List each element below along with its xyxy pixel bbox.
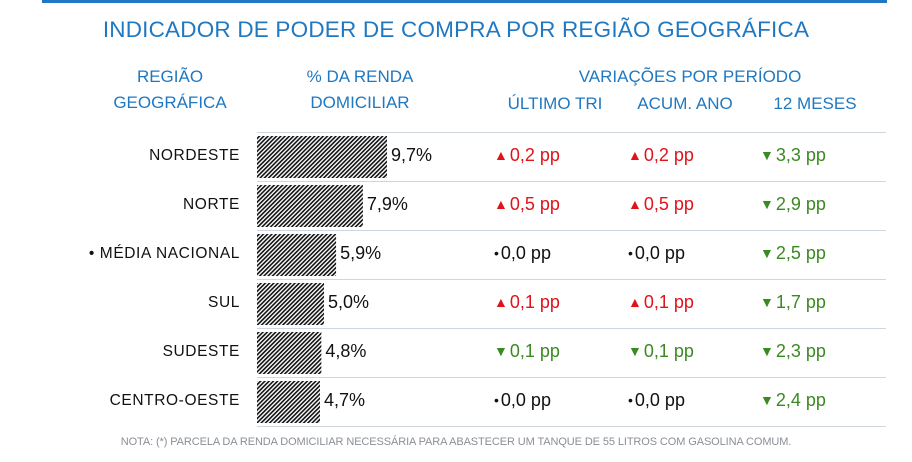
variation-value: 2,3 pp <box>775 341 826 361</box>
down-triangle-icon: ▼ <box>628 343 642 359</box>
region-label: SUDESTE <box>162 343 240 360</box>
bar-value-label: 7,9% <box>366 194 408 214</box>
variation-m12-cell: ▼ 2,3 pp <box>760 341 826 362</box>
region-label: NORTE <box>183 196 240 213</box>
bullet-icon: • <box>494 245 499 261</box>
down-triangle-icon: ▼ <box>760 294 774 310</box>
header-variations: VARIAÇÕES POR PERÍODO <box>578 67 802 86</box>
variation-value: 2,4 pp <box>775 390 826 410</box>
footnote: NOTA: (*) PARCELA DA RENDA DOMICILIAR NE… <box>120 436 792 448</box>
variation-m12-cell: ▼ 2,4 pp <box>760 390 826 411</box>
region-label: • MÉDIA NACIONAL <box>88 245 240 262</box>
top-accent-line <box>42 0 887 3</box>
chart-title: INDICADOR DE PODER DE COMPRA POR REGIÃO … <box>102 17 810 42</box>
row-separator <box>257 278 886 280</box>
header-region: REGIÃO GEOGRÁFICA <box>100 64 240 116</box>
bar <box>257 283 325 325</box>
bullet-icon: • <box>494 392 499 408</box>
header-col-quarter: ÚLTIMO TRI <box>507 94 603 113</box>
variation-value: 0,5 pp <box>643 194 694 214</box>
down-triangle-icon: ▼ <box>760 343 774 359</box>
header-income-line1: % DA RENDA <box>306 67 414 86</box>
variation-value: 0,1 pp <box>643 341 694 361</box>
variation-quarter-cell: ▲ 0,2 pp <box>494 145 560 166</box>
up-triangle-icon: ▲ <box>628 196 642 212</box>
bar-value-label: 4,8% <box>325 341 367 361</box>
variation-value: 0,0 pp <box>500 390 551 410</box>
header-region-line1: REGIÃO <box>136 67 204 86</box>
bar <box>257 234 337 276</box>
row-separator <box>257 327 886 329</box>
variation-ytd-cell: • 0,0 pp <box>628 390 685 411</box>
down-triangle-icon: ▼ <box>760 196 774 212</box>
variation-value: 0,1 pp <box>643 292 694 312</box>
variation-quarter-cell: • 0,0 pp <box>494 243 551 264</box>
variation-quarter-cell: ▼ 0,1 pp <box>494 341 560 362</box>
row-separator <box>257 425 886 427</box>
variation-value: 0,0 pp <box>634 243 685 263</box>
down-triangle-icon: ▼ <box>760 392 774 408</box>
variation-value: 3,3 pp <box>775 145 826 165</box>
up-triangle-icon: ▲ <box>494 294 508 310</box>
variation-value: 2,9 pp <box>775 194 826 214</box>
bar-value-label: 9,7% <box>391 145 433 165</box>
row-separator <box>257 229 886 231</box>
variation-value: 0,0 pp <box>634 390 685 410</box>
bar-value-label: 5,0% <box>328 292 370 312</box>
variation-quarter-cell: ▲ 0,1 pp <box>494 292 560 313</box>
variation-value: 0,2 pp <box>509 145 560 165</box>
variation-value: 0,0 pp <box>500 243 551 263</box>
region-label: NORDESTE <box>149 147 240 164</box>
variation-ytd-cell: ▼ 0,1 pp <box>628 341 694 362</box>
bar <box>257 136 387 178</box>
down-triangle-icon: ▼ <box>494 343 508 359</box>
variation-quarter-cell: • 0,0 pp <box>494 390 551 411</box>
variation-m12-cell: ▼ 2,9 pp <box>760 194 826 215</box>
bar <box>257 332 322 374</box>
variation-value: 2,5 pp <box>775 243 826 263</box>
variation-ytd-cell: ▲ 0,2 pp <box>628 145 694 166</box>
variation-value: 0,2 pp <box>643 145 694 165</box>
variation-ytd-cell: • 0,0 pp <box>628 243 685 264</box>
row-separator <box>257 131 886 133</box>
variation-value: 0,5 pp <box>509 194 560 214</box>
variation-value: 0,1 pp <box>509 341 560 361</box>
up-triangle-icon: ▲ <box>628 294 642 310</box>
row-separator <box>257 180 886 182</box>
header-income: % DA RENDA DOMICILIAR <box>270 64 450 116</box>
region-label: CENTRO-OESTE <box>109 392 240 409</box>
row-separator <box>257 376 886 378</box>
up-triangle-icon: ▲ <box>494 147 508 163</box>
down-triangle-icon: ▼ <box>760 245 774 261</box>
variation-ytd-cell: ▲ 0,1 pp <box>628 292 694 313</box>
header-income-line2: DOMICILIAR <box>310 93 410 112</box>
variation-ytd-cell: ▲ 0,5 pp <box>628 194 694 215</box>
bullet-icon: • <box>628 245 633 261</box>
header-region-line2: GEOGRÁFICA <box>113 93 227 112</box>
region-label: SUL <box>208 294 240 311</box>
variation-m12-cell: ▼ 3,3 pp <box>760 145 826 166</box>
variation-value: 0,1 pp <box>509 292 560 312</box>
variation-quarter-cell: ▲ 0,5 pp <box>494 194 560 215</box>
header-col-ytd: ACUM. ANO <box>637 94 733 113</box>
bullet-icon: • <box>628 392 633 408</box>
header-col-12m: 12 MESES <box>773 94 857 113</box>
variation-value: 1,7 pp <box>775 292 826 312</box>
bar-value-label: 5,9% <box>340 243 382 263</box>
up-triangle-icon: ▲ <box>494 196 508 212</box>
bar <box>257 185 363 227</box>
down-triangle-icon: ▼ <box>760 147 774 163</box>
variation-m12-cell: ▼ 2,5 pp <box>760 243 826 264</box>
up-triangle-icon: ▲ <box>628 147 642 163</box>
bar-value-label: 4,7% <box>323 390 366 410</box>
variation-m12-cell: ▼ 1,7 pp <box>760 292 826 313</box>
bar <box>257 381 320 423</box>
